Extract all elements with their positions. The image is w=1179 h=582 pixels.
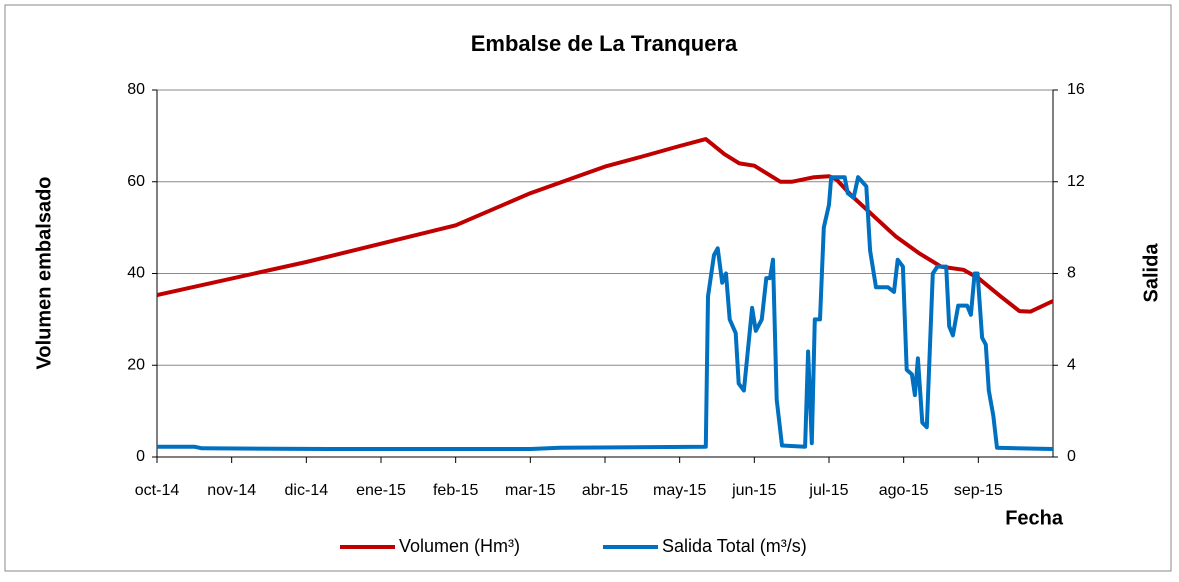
- x-tick-label: ene-15: [356, 482, 406, 499]
- y-tick-label: 20: [127, 356, 145, 373]
- data-line: [156, 137, 1054, 314]
- x-tick-label: jul-15: [808, 482, 848, 499]
- legend-label: Volumen (Hm³): [399, 536, 520, 556]
- y-tick-label: 40: [127, 265, 145, 282]
- y2-axis-label: Salida: [1140, 243, 1162, 303]
- y-tick-label: 80: [127, 81, 145, 98]
- y-tick-label: 0: [136, 448, 145, 465]
- data-line: [157, 175, 1054, 451]
- x-tick-label: jun-15: [731, 482, 777, 499]
- x-tick-label: mar-15: [505, 482, 556, 499]
- x-tick-label: may-15: [653, 482, 706, 499]
- y-axis-label: Volumen embalsado: [33, 176, 55, 369]
- legend-label: Salida Total (m³/s): [662, 536, 807, 556]
- x-tick-label: abr-15: [582, 482, 628, 499]
- y-tick-label: 60: [127, 173, 145, 190]
- x-tick-label: oct-14: [135, 482, 180, 499]
- x-tick-label: dic-14: [285, 482, 329, 499]
- x-tick-label: ago-15: [879, 482, 929, 499]
- x-tick-label: sep-15: [954, 482, 1003, 499]
- y2-tick-label: 8: [1067, 265, 1076, 282]
- y2-tick-label: 12: [1067, 173, 1085, 190]
- x-axis-label: Fecha: [1005, 507, 1064, 529]
- chart-title: Embalse de La Tranquera: [471, 31, 738, 56]
- x-tick-label: feb-15: [433, 482, 478, 499]
- y2-tick-label: 0: [1067, 448, 1076, 465]
- y2-tick-label: 4: [1067, 356, 1076, 373]
- y2-tick-label: 16: [1067, 81, 1085, 98]
- x-tick-label: nov-14: [207, 482, 256, 499]
